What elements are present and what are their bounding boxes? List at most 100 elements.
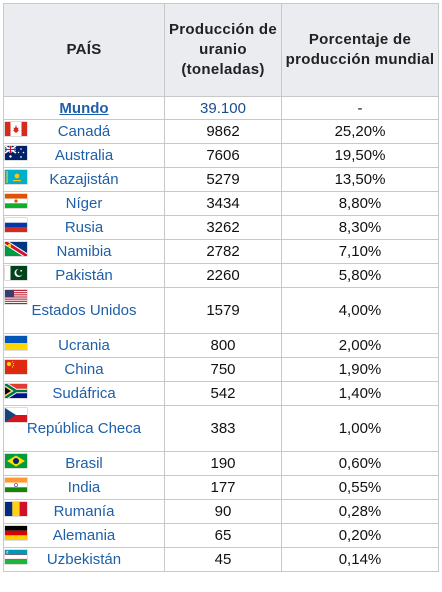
table-row: Canadá 9862 25,20% [3, 119, 439, 144]
production-cell: 2260 [164, 263, 282, 288]
percentage-cell: 13,50% [281, 167, 439, 192]
country-link[interactable]: Rumanía [53, 503, 115, 520]
percentage-cell: 1,90% [281, 357, 439, 382]
namibia-flag-icon [5, 242, 27, 256]
production-cell: 2782 [164, 239, 282, 264]
country-cell: India [3, 475, 165, 500]
table-row: Pakistán 2260 5,80% [3, 263, 439, 288]
percentage-cell: 2,00% [281, 333, 439, 358]
russia-flag-icon [5, 218, 27, 232]
uzbekistan-flag-icon [5, 550, 27, 564]
country-cell: Rusia [3, 215, 165, 240]
india-flag-icon [5, 478, 27, 492]
country-link[interactable]: Pakistán [55, 267, 113, 284]
header-country: PAÍS [3, 3, 165, 97]
percentage-cell: 25,20% [281, 119, 439, 144]
china-flag-icon [5, 360, 27, 374]
country-cell: Uzbekistán [3, 547, 165, 572]
country-link[interactable]: Estados Unidos [31, 302, 137, 319]
country-cell: Kazajistán [3, 167, 165, 192]
czech-flag-icon [5, 408, 27, 422]
percentage-cell: 8,80% [281, 191, 439, 216]
country-link[interactable]: Canadá [57, 123, 111, 140]
percentage-cell: 1,00% [281, 405, 439, 452]
table-row: Níger 3434 8,80% [3, 191, 439, 216]
country-link[interactable]: Ucrania [58, 337, 110, 354]
production-cell: 177 [164, 475, 282, 500]
percentage-cell: 4,00% [281, 287, 439, 334]
production-cell: 5279 [164, 167, 282, 192]
country-link[interactable]: Rusia [64, 219, 104, 236]
percentage-cell: 0,55% [281, 475, 439, 500]
production-cell: 3434 [164, 191, 282, 216]
country-cell: Canadá [3, 119, 165, 144]
production-cell: 65 [164, 523, 282, 548]
percentage-cell: 19,50% [281, 143, 439, 168]
country-link[interactable]: Australia [54, 147, 114, 164]
romania-flag-icon [5, 502, 27, 516]
country-link[interactable]: Uzbekistán [46, 551, 122, 568]
percentage-cell: 0,60% [281, 451, 439, 476]
country-link[interactable]: China [64, 361, 104, 378]
kazakhstan-flag-icon [5, 170, 27, 184]
country-cell: Ucrania [3, 333, 165, 358]
table-row: India 177 0,55% [3, 475, 439, 500]
production-cell: 383 [164, 405, 282, 452]
australia-flag-icon [5, 146, 27, 160]
header-production: Producción de uranio (toneladas) [164, 3, 282, 97]
percentage-cell: 0,20% [281, 523, 439, 548]
country-cell: Australia [3, 143, 165, 168]
percentage-cell: 0,28% [281, 499, 439, 524]
country-link[interactable]: Brasil [65, 455, 103, 472]
uranium-production-table: PAÍS Producción de uranio (toneladas) Po… [3, 3, 439, 572]
percentage-cell: 7,10% [281, 239, 439, 264]
table-row: Kazajistán 5279 13,50% [3, 167, 439, 192]
production-cell: 90 [164, 499, 282, 524]
country-cell: Namibia [3, 239, 165, 264]
ukraine-flag-icon [5, 336, 27, 350]
country-link[interactable]: República Checa [26, 420, 142, 437]
table-row: Rumanía 90 0,28% [3, 499, 439, 524]
usa-flag-icon [5, 290, 27, 304]
production-cell: 542 [164, 381, 282, 406]
table-row: Uzbekistán 45 0,14% [3, 547, 439, 572]
table-row-world: Mundo 39.100 - [3, 96, 439, 120]
germany-flag-icon [5, 526, 27, 540]
header-percentage: Porcentaje de producción mundial [281, 3, 439, 97]
country-cell: Rumanía [3, 499, 165, 524]
production-cell: 3262 [164, 215, 282, 240]
table-row: Sudáfrica 542 1,40% [3, 381, 439, 406]
country-cell: Níger [3, 191, 165, 216]
header-row: PAÍS Producción de uranio (toneladas) Po… [3, 3, 439, 97]
table-row: Alemania 65 0,20% [3, 523, 439, 548]
country-cell: Sudáfrica [3, 381, 165, 406]
country-link[interactable]: Alemania [52, 527, 116, 544]
country-link[interactable]: Níger [65, 195, 103, 212]
percentage-cell: 5,80% [281, 263, 439, 288]
south-africa-flag-icon [5, 384, 27, 398]
country-cell: Alemania [3, 523, 165, 548]
production-cell: 750 [164, 357, 282, 382]
world-production: 39.100 [164, 96, 282, 120]
world-link[interactable]: Mundo [3, 96, 165, 120]
country-link[interactable]: Namibia [56, 243, 112, 260]
production-cell: 1579 [164, 287, 282, 334]
production-cell: 9862 [164, 119, 282, 144]
world-percentage: - [281, 96, 439, 120]
table-row: Ucrania 800 2,00% [3, 333, 439, 358]
percentage-cell: 8,30% [281, 215, 439, 240]
country-link[interactable]: Sudáfrica [52, 385, 116, 402]
production-cell: 190 [164, 451, 282, 476]
pakistan-flag-icon [5, 266, 27, 280]
country-cell: Pakistán [3, 263, 165, 288]
table-row: Estados Unidos 1579 4,00% [3, 287, 439, 334]
percentage-cell: 0,14% [281, 547, 439, 572]
table-row: Rusia 3262 8,30% [3, 215, 439, 240]
country-link[interactable]: India [67, 479, 101, 496]
niger-flag-icon [5, 194, 27, 208]
table-row: China 750 1,90% [3, 357, 439, 382]
country-link[interactable]: Kazajistán [49, 171, 119, 188]
percentage-cell: 1,40% [281, 381, 439, 406]
table-row: Brasil 190 0,60% [3, 451, 439, 476]
production-cell: 7606 [164, 143, 282, 168]
